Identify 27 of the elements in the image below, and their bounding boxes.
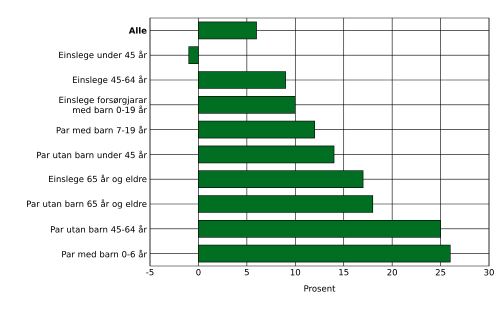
- x-tick-label: -5: [146, 269, 154, 276]
- x-tick-label: 30: [484, 269, 494, 276]
- bar: [198, 195, 374, 213]
- y-tick-label: Alle: [128, 27, 147, 34]
- y-tick-label: Einslege under 45 år: [59, 50, 147, 60]
- y-tick-label: Par utan barn 65 år og eldre: [27, 199, 147, 209]
- y-tick-label: Par med barn 7-19 år: [56, 126, 147, 134]
- bar: [198, 96, 296, 114]
- y-tick-label: Par utan barn under 45 år: [37, 150, 147, 158]
- x-tick-label: 10: [290, 269, 300, 276]
- bar: [198, 120, 315, 138]
- bar: [188, 46, 199, 64]
- x-axis-title: Prosent: [304, 285, 336, 292]
- x-tick-label: 25: [436, 269, 446, 276]
- bar: [198, 71, 286, 89]
- bar: [198, 220, 441, 238]
- bar: [198, 170, 364, 188]
- x-tick-label: 0: [196, 269, 201, 276]
- y-tick-label: Einslege 45-64 år: [72, 75, 147, 85]
- y-tick-label: Par med barn 0-6 år: [62, 250, 147, 258]
- y-tick-label: Einslege forsørgjarar med barn 0-19 år: [59, 96, 147, 114]
- bar: [198, 146, 334, 164]
- x-tick-label: 5: [244, 269, 249, 276]
- x-tick-label: 20: [387, 269, 397, 276]
- y-tick-label: Par utan barn 45-64 år: [50, 225, 147, 233]
- x-tick-label: 15: [339, 269, 348, 276]
- y-tick-label: Einslege 65 år og eldre: [49, 174, 147, 184]
